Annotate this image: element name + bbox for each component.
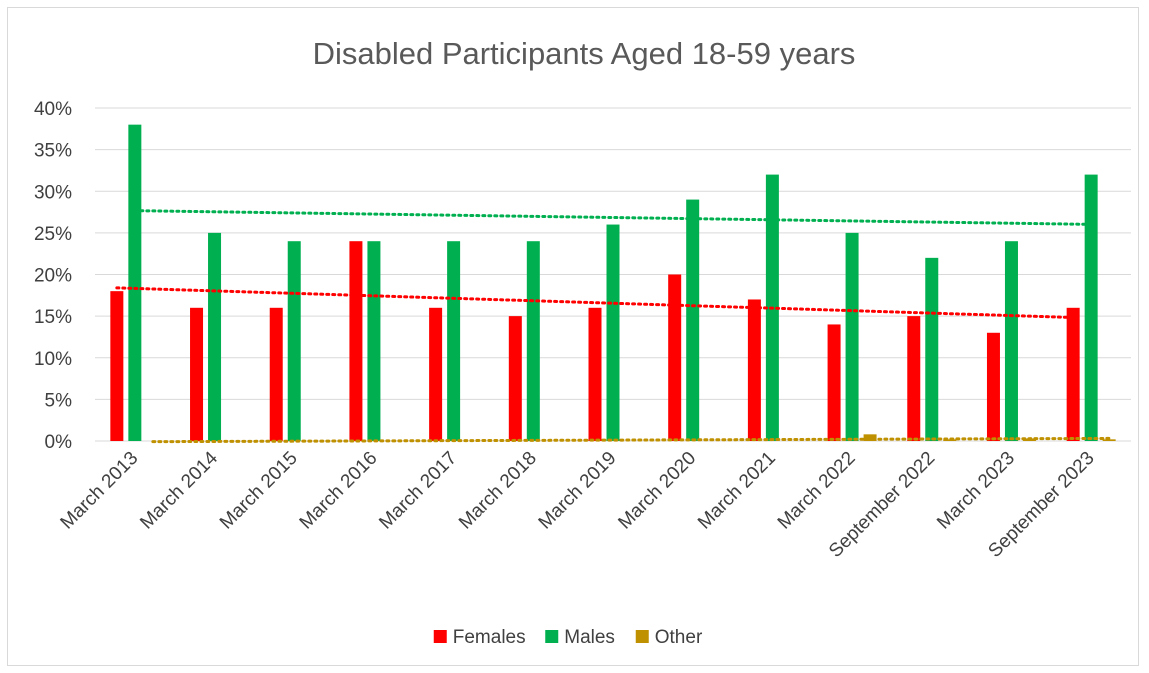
- y-axis-ticks: 0% 5% 10% 15% 20% 25% 30% 35% 40%: [34, 99, 72, 453]
- y-tick-label: 10%: [34, 349, 72, 370]
- legend-label-other: Other: [655, 627, 703, 648]
- legend: Females Males Other: [433, 627, 703, 648]
- bar-other: [863, 434, 877, 441]
- legend-label-males: Males: [564, 627, 615, 648]
- y-tick-label: 35%: [34, 141, 72, 162]
- y-tick-label: 25%: [34, 224, 72, 245]
- trendlines: [115, 209, 1111, 444]
- bar-other: [943, 439, 957, 441]
- bar-males: [526, 241, 540, 441]
- y-tick-label: 5%: [45, 390, 73, 411]
- bar-males: [287, 241, 301, 441]
- trendline-females: [115, 286, 1075, 319]
- legend-swatch-males: [545, 630, 559, 643]
- y-tick-label: 0%: [45, 432, 73, 453]
- bar-females: [508, 316, 522, 441]
- chart-title: Disabled Participants Aged 18-59 years: [313, 36, 856, 71]
- legend-label-females: Females: [453, 627, 526, 648]
- x-tick-label: March 2015: [216, 448, 302, 534]
- bar-other: [1102, 439, 1116, 441]
- y-tick-label: 15%: [34, 307, 72, 328]
- y-tick-label: 40%: [34, 99, 72, 120]
- bar-males: [1084, 174, 1098, 441]
- bar-females: [349, 241, 363, 441]
- bar-males: [1004, 241, 1018, 441]
- x-tick-label: March 2021: [694, 448, 780, 534]
- bar-females: [190, 307, 204, 441]
- x-tick-label: March 2016: [296, 448, 382, 534]
- x-tick-label: March 2020: [614, 448, 700, 534]
- bar-males: [606, 224, 620, 441]
- x-tick-label: March 2017: [375, 448, 461, 534]
- y-tick-label: 30%: [34, 182, 72, 203]
- x-tick-label: March 2019: [535, 448, 621, 534]
- bar-females: [429, 307, 443, 441]
- bar-females: [986, 332, 1000, 441]
- legend-swatch-other: [635, 630, 649, 643]
- bar-females: [588, 307, 602, 441]
- bar-males: [845, 232, 859, 441]
- bar-females: [827, 324, 841, 441]
- bar-females: [269, 307, 283, 441]
- bar-females: [907, 316, 921, 441]
- x-tick-label: March 2022: [774, 448, 860, 534]
- bar-males: [367, 241, 381, 441]
- trendline-other: [151, 436, 1111, 444]
- bar-males: [208, 232, 222, 441]
- y-tick-label: 20%: [34, 266, 72, 287]
- x-tick-label: March 2023: [933, 448, 1019, 534]
- bar-females: [1066, 307, 1080, 441]
- bar-females: [747, 299, 761, 441]
- x-tick-label: March 2018: [455, 448, 541, 534]
- bars: [110, 124, 1116, 442]
- x-tick-label: March 2014: [136, 447, 222, 533]
- bar-males: [128, 124, 142, 442]
- legend-swatch-females: [433, 630, 447, 643]
- bar-females: [668, 274, 682, 441]
- bar-males: [925, 257, 939, 441]
- x-tick-label: March 2013: [57, 448, 143, 534]
- bar-males: [447, 241, 461, 441]
- trendline-males: [133, 209, 1093, 226]
- bar-males: [686, 199, 700, 441]
- bar-females: [110, 291, 124, 441]
